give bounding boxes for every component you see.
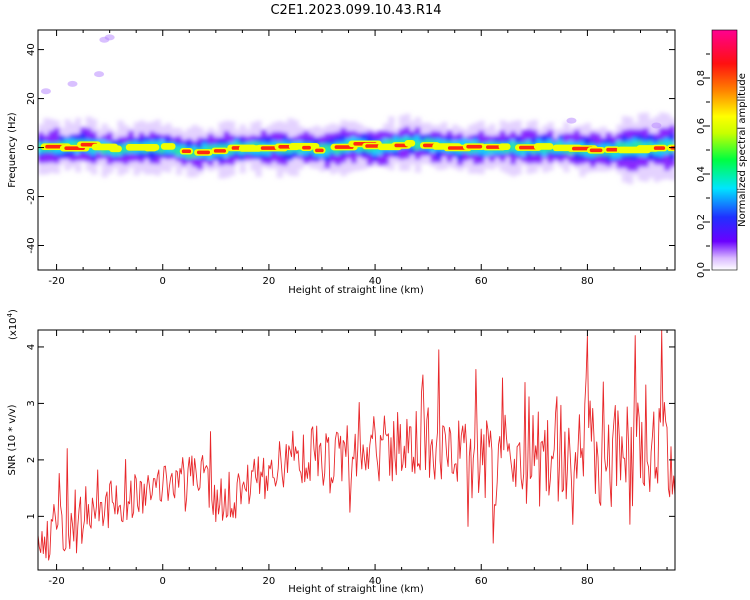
heat-core-red <box>213 149 227 153</box>
colorbar-tick-label: 0.4 <box>696 166 707 182</box>
heat-core-red <box>365 144 380 148</box>
snr-xtick-label: 60 <box>475 576 488 587</box>
figure-title: C2E1.2023.099.10.43.R14 <box>270 3 441 18</box>
snr-frame <box>37 329 676 571</box>
spectrogram-xlabel: Height of straight line (km) <box>288 285 424 296</box>
snr-xtick-label: 0 <box>160 576 166 587</box>
heat-core-yellow <box>498 143 511 150</box>
spectrogram-frame <box>37 29 676 271</box>
colorbar-label: Normalized spectral amplitude <box>737 73 748 227</box>
spectrogram-xtick-label: 40 <box>369 276 382 287</box>
spectrogram-image <box>38 34 675 185</box>
snr-ytick-label: 1 <box>26 513 37 519</box>
snr-xtick-label: 20 <box>263 576 276 587</box>
heat-core-red <box>466 144 483 149</box>
heat-core-yellow <box>238 145 262 152</box>
spectrogram-core <box>40 139 675 156</box>
scale-exponent: 4 <box>6 312 14 317</box>
colorbar-tick-label: 0.2 <box>696 214 707 230</box>
spectrogram-ytick-label: 20 <box>26 92 37 105</box>
heat-outlier <box>94 71 105 78</box>
snr-ytick-label: 2 <box>26 457 37 463</box>
heat-outlier <box>566 117 577 124</box>
spectrogram-panel: -20 0 20 40 60 80 -40 -20 0 20 40 Height of straig… <box>7 29 676 296</box>
colorbar-tick-label: 0.6 <box>696 118 707 134</box>
heat-core-yellow <box>533 143 554 150</box>
heat-core-yellow <box>404 139 416 147</box>
scale-prefix: (x10 <box>8 317 19 340</box>
heat-core-yellow <box>143 144 158 152</box>
heat-core-red <box>653 146 666 150</box>
snr-xtick-label: -20 <box>48 576 64 587</box>
heat-cell <box>388 139 392 148</box>
heat-cell <box>175 148 180 155</box>
spectrogram-ytick-label: 40 <box>26 43 37 56</box>
heat-core-red <box>315 148 324 153</box>
colorbar-gradient <box>712 30 737 270</box>
spectrogram-ytick-label: -40 <box>26 237 37 253</box>
heat-outlier <box>67 80 78 87</box>
colorbar-tick-label: 0.0 <box>696 262 707 278</box>
snr-panel: -20 0 20 40 60 80 1 2 3 4 Height of straight line… <box>6 309 676 595</box>
heat-core-red <box>519 145 538 150</box>
scale-suffix: ) <box>8 309 19 313</box>
spectrogram-xtick-label: 80 <box>581 276 594 287</box>
snr-axes: -20 0 20 40 60 80 1 2 3 4 <box>26 330 675 587</box>
heat-core-red <box>606 147 618 152</box>
heat-outlier <box>40 88 51 95</box>
spectrogram-xtick-label: 60 <box>475 276 488 287</box>
heat-cell <box>414 141 419 150</box>
colorbar: 0.0 0.2 0.4 0.6 0.8 Normalized spectral ampl… <box>696 29 748 278</box>
snr-ytick-label: 3 <box>26 400 37 406</box>
heat-core-red <box>589 148 603 153</box>
snr-ylabel: SNR (10 * v/v) <box>7 404 18 475</box>
colorbar-axes: 0.0 0.2 0.4 0.6 0.8 <box>696 29 738 278</box>
heat-outlier <box>104 34 115 41</box>
heat-core-red <box>181 149 192 154</box>
heat-cell <box>510 143 514 151</box>
heat-core-red <box>486 145 503 149</box>
spectrogram-ylabel: Frequency (Hz) <box>7 112 18 188</box>
spectrogram-xtick-label: -20 <box>48 276 64 287</box>
snr-ytick-label: 4 <box>26 344 37 350</box>
heat-core-yellow <box>108 145 122 153</box>
heat-core-red <box>196 150 211 155</box>
heat-cell <box>38 143 42 151</box>
spectrogram-xtick-label: 0 <box>160 276 166 287</box>
snr-scale-label: (x104) <box>6 309 19 340</box>
heat-cell <box>159 144 164 154</box>
spectrogram-ytick-label: 0 <box>26 144 37 150</box>
heat-core-red <box>447 146 468 150</box>
heat-cell <box>324 144 329 153</box>
snr-xtick-label: 80 <box>581 576 594 587</box>
heat-core-red <box>334 145 354 149</box>
spectrogram-axes: -20 0 20 40 60 80 -40 -20 0 20 40 <box>26 30 675 287</box>
colorbar-tick-label: 0.8 <box>696 70 707 86</box>
spectrogram-ytick-label: -20 <box>26 188 37 204</box>
colorbar-frame <box>711 29 738 271</box>
snr-xtick-label: 40 <box>369 576 382 587</box>
heat-core-yellow <box>160 143 176 150</box>
spectrogram-xtick-label: 20 <box>263 276 276 287</box>
heat-cell <box>191 149 196 158</box>
heat-core-red <box>302 145 311 150</box>
snr-series-line <box>38 330 675 561</box>
heat-cell <box>122 145 127 152</box>
snr-xlabel: Height of straight line (km) <box>288 584 424 595</box>
svg-text:(x104): (x104) <box>6 309 19 340</box>
heat-outlier <box>651 122 662 129</box>
